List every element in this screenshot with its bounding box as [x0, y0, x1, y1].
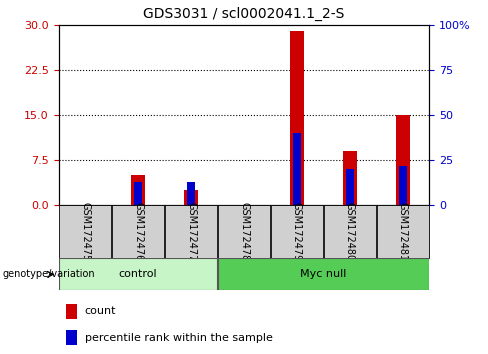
- Bar: [134, 182, 142, 205]
- Text: Myc null: Myc null: [300, 269, 346, 279]
- Bar: [399, 166, 407, 205]
- Text: genotype/variation: genotype/variation: [2, 269, 95, 279]
- Bar: [165, 205, 217, 258]
- Bar: [293, 133, 301, 205]
- Bar: [184, 190, 198, 205]
- Bar: [187, 182, 195, 205]
- Text: GSM172480: GSM172480: [345, 202, 355, 262]
- Bar: [377, 205, 429, 258]
- Text: GSM172476: GSM172476: [133, 202, 143, 262]
- Text: GSM172478: GSM172478: [239, 202, 249, 262]
- Bar: [112, 205, 164, 258]
- Bar: [59, 258, 217, 290]
- Bar: [271, 205, 323, 258]
- Title: GDS3031 / scl0002041.1_2-S: GDS3031 / scl0002041.1_2-S: [143, 7, 345, 21]
- Bar: [66, 304, 77, 319]
- Text: count: count: [84, 306, 116, 316]
- Bar: [290, 31, 304, 205]
- Bar: [59, 205, 111, 258]
- Bar: [218, 258, 429, 290]
- Bar: [218, 205, 270, 258]
- Text: GSM172481: GSM172481: [398, 202, 408, 262]
- Bar: [396, 115, 409, 205]
- Bar: [66, 330, 77, 345]
- Bar: [344, 151, 357, 205]
- Text: GSM172479: GSM172479: [292, 202, 302, 262]
- Text: control: control: [119, 269, 157, 279]
- Text: GSM172477: GSM172477: [186, 202, 196, 262]
- Bar: [131, 175, 144, 205]
- Text: GSM172475: GSM172475: [80, 202, 90, 262]
- Bar: [324, 205, 376, 258]
- Bar: [346, 169, 354, 205]
- Text: percentile rank within the sample: percentile rank within the sample: [84, 333, 272, 343]
